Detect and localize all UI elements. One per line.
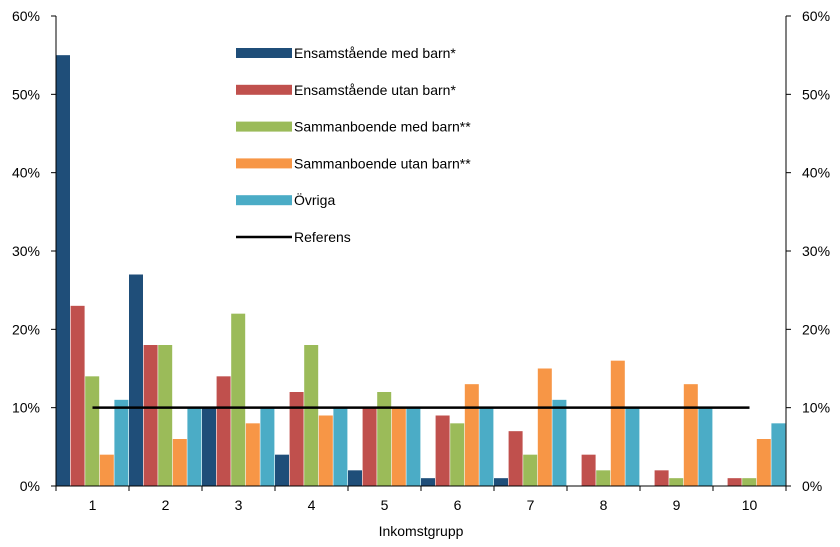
x-tick-label: 2: [162, 497, 170, 513]
bar: [333, 407, 348, 486]
bar: [625, 407, 640, 486]
legend-label: Övriga: [294, 191, 335, 208]
bar: [260, 407, 275, 486]
bar: [552, 399, 567, 486]
bar: [85, 376, 100, 486]
legend: Ensamstående med barn* Ensamstående utan …: [236, 45, 471, 245]
bar: [494, 478, 508, 486]
legend-swatch: [236, 195, 292, 206]
bar: [231, 313, 246, 486]
bar: [479, 407, 494, 486]
bar: [698, 407, 713, 486]
bar: [158, 345, 173, 486]
bar: [362, 407, 377, 486]
y-tick-label-left: 60%: [12, 8, 40, 24]
y-tick-label-right: 0%: [802, 478, 822, 494]
y-tick-label-left: 40%: [12, 165, 40, 181]
x-tick-label: 6: [454, 497, 462, 513]
axes-layer: 0% 0% 10% 10% 20% 20% 30% 30% 40% 40% 50% 50% 60% 60%…: [12, 8, 830, 513]
legend-label: Sammanboende utan barn**: [294, 155, 471, 171]
bar: [596, 470, 611, 486]
y-tick-label-left: 30%: [12, 243, 40, 259]
x-tick-label: 10: [742, 497, 758, 513]
legend-label: Ensamstående utan barn*: [294, 82, 456, 98]
legend-swatch: [236, 84, 292, 95]
bar: [202, 407, 216, 486]
y-tick-label-right: 50%: [802, 86, 830, 102]
bar: [56, 55, 70, 487]
bar: [464, 384, 479, 486]
x-tick-label: 7: [527, 497, 535, 513]
bar: [143, 345, 158, 486]
bar: [654, 470, 669, 486]
legend-swatch: [236, 158, 292, 169]
x-tick-label: 4: [308, 497, 316, 513]
bar: [727, 478, 742, 486]
bar: [216, 376, 231, 486]
bar: [756, 439, 771, 486]
bar: [391, 407, 406, 486]
x-tick-label: 1: [89, 497, 97, 513]
bar: [275, 454, 289, 486]
x-tick-label: 8: [600, 497, 608, 513]
bar: [523, 454, 538, 486]
legend-label: Referens: [294, 229, 351, 245]
bar: [421, 478, 435, 486]
bar: [508, 431, 523, 486]
x-tick-label: 3: [235, 497, 243, 513]
bar: [187, 407, 202, 486]
bar: [450, 423, 465, 486]
bar: [771, 423, 786, 486]
legend-swatch: [236, 48, 292, 58]
bar: [70, 305, 85, 486]
y-tick-label-right: 10%: [802, 400, 830, 416]
bar: [99, 454, 114, 486]
bar: [172, 439, 187, 486]
legend-label: Sammanboende med barn**: [294, 119, 471, 135]
bar: [114, 399, 129, 486]
legend-label: Ensamstående med barn*: [294, 45, 456, 61]
y-tick-label-left: 20%: [12, 321, 40, 337]
x-tick-label: 9: [673, 497, 681, 513]
bar: [610, 360, 625, 486]
bar: [537, 368, 552, 486]
y-tick-label-right: 40%: [802, 165, 830, 181]
bar: [581, 454, 596, 486]
y-tick-label-right: 30%: [802, 243, 830, 259]
y-tick-label-left: 10%: [12, 400, 40, 416]
bar: [435, 415, 450, 486]
bar: [289, 392, 304, 486]
bar: [245, 423, 260, 486]
y-tick-label-right: 20%: [802, 321, 830, 337]
bar: [129, 274, 143, 486]
x-tick-label: 5: [381, 497, 389, 513]
y-tick-label-left: 50%: [12, 86, 40, 102]
y-tick-label-right: 60%: [802, 8, 830, 24]
bar: [304, 345, 319, 486]
y-tick-label-left: 0%: [20, 478, 40, 494]
bar: [318, 415, 333, 486]
bar: [377, 392, 392, 486]
bar: [669, 478, 684, 486]
x-axis-title: Inkomstgrupp: [379, 523, 464, 539]
legend-swatch: [236, 121, 292, 132]
bars-layer: [56, 55, 786, 487]
bar: [406, 407, 421, 486]
bar: [742, 478, 757, 486]
bar: [348, 470, 362, 486]
bar: [683, 384, 698, 486]
